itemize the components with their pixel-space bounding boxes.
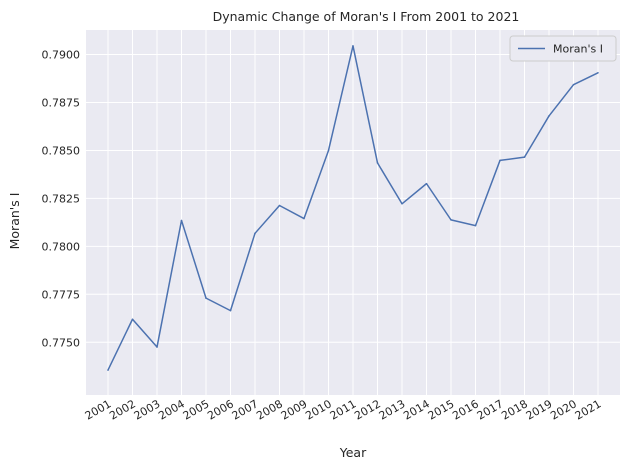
data-point bbox=[572, 83, 575, 86]
data-point bbox=[425, 182, 428, 185]
series-lines bbox=[107, 45, 599, 371]
data-point bbox=[229, 309, 232, 312]
data-point bbox=[474, 224, 477, 227]
data-point bbox=[548, 115, 550, 117]
data-point bbox=[450, 219, 452, 221]
data-point bbox=[107, 369, 109, 371]
data-point bbox=[131, 318, 134, 320]
grid bbox=[86, 30, 620, 395]
y-tick-label: 0.7850 bbox=[42, 144, 81, 157]
y-tick-label: 0.7900 bbox=[42, 49, 81, 62]
y-tick-label: 0.7750 bbox=[42, 336, 81, 349]
data-point bbox=[499, 159, 501, 162]
y-axis-label: Moran's I bbox=[7, 193, 22, 250]
x-axis-ticks: 2001200220032004200520062007200820092010… bbox=[83, 397, 604, 422]
data-point bbox=[352, 45, 354, 47]
y-tick-label: 0.7800 bbox=[42, 240, 81, 253]
data-point bbox=[180, 219, 183, 222]
legend-frame bbox=[509, 35, 617, 62]
data-point bbox=[205, 297, 207, 299]
x-tick-label: 2021 bbox=[573, 397, 604, 422]
chart-title: Dynamic Change of Moran's I From 2001 to… bbox=[213, 9, 520, 24]
legend: Moran's I bbox=[509, 35, 617, 62]
data-point bbox=[278, 204, 281, 207]
y-axis-ticks: 0.7750 0.7775 0.7800 0.7825 0.7850 0.7875 0.79… bbox=[42, 49, 81, 350]
y-tick-label: 0.7875 bbox=[42, 97, 81, 110]
data-point bbox=[523, 156, 526, 158]
data-point bbox=[401, 203, 403, 205]
data-point bbox=[597, 72, 599, 74]
y-tick-label: 0.7825 bbox=[42, 192, 81, 205]
data-point bbox=[156, 346, 158, 348]
data-point bbox=[254, 232, 256, 235]
legend-label: Moran's I bbox=[553, 43, 603, 56]
y-tick-label: 0.7775 bbox=[42, 288, 81, 301]
data-point bbox=[376, 162, 379, 164]
data-point bbox=[303, 217, 305, 220]
x-axis-label: Year bbox=[339, 445, 367, 460]
data-point bbox=[327, 149, 330, 152]
